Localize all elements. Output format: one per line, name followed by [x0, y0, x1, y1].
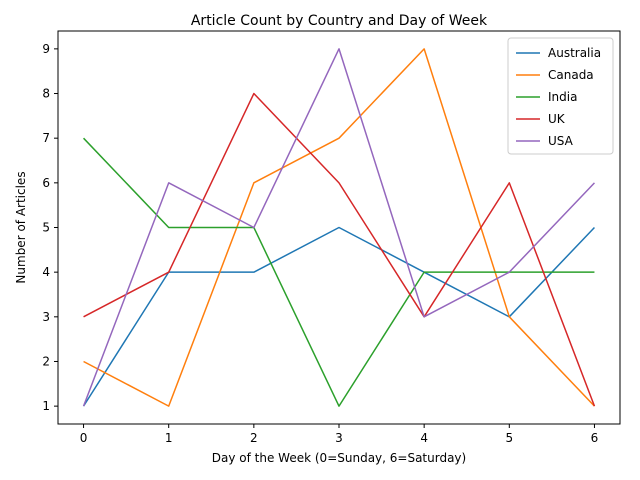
x-tick-label: 2 — [250, 431, 258, 445]
y-tick-label: 4 — [42, 265, 50, 279]
x-tick-label: 5 — [505, 431, 513, 445]
x-axis-title: Day of the Week (0=Sunday, 6=Saturday) — [212, 451, 466, 465]
legend-label: Canada — [548, 68, 594, 82]
series-line-india — [83, 137, 595, 407]
y-tick-label: 2 — [42, 354, 50, 368]
x-tick-label: 3 — [335, 431, 343, 445]
legend-label: Australia — [548, 46, 601, 60]
legend-box — [507, 37, 614, 155]
x-tick-label: 1 — [165, 431, 173, 445]
y-tick-label: 5 — [42, 221, 50, 235]
legend-label: USA — [548, 134, 574, 148]
legend: Australia Canada India UK USA — [507, 37, 614, 155]
y-axis-title: Number of Articles — [14, 171, 28, 283]
x-tick-label: 0 — [80, 431, 88, 445]
legend-label: India — [548, 90, 577, 104]
series-line-canada — [83, 48, 595, 407]
x-tick-label: 4 — [420, 431, 428, 445]
y-tick-label: 8 — [42, 87, 50, 101]
x-axis: 0 1 2 3 4 5 6 — [80, 424, 599, 445]
legend-label: UK — [548, 112, 566, 126]
y-tick-label: 6 — [42, 176, 50, 190]
series-line-usa — [82, 48, 595, 407]
x-tick-label: 6 — [591, 431, 599, 445]
series-line-uk — [83, 92, 596, 407]
y-tick-label: 7 — [42, 131, 50, 145]
y-tick-label: 9 — [42, 42, 50, 56]
chart-title: Article Count by Country and Day of Week — [191, 13, 488, 29]
y-axis: 1 2 3 4 5 6 7 8 9 — [42, 42, 58, 413]
y-tick-label: 1 — [42, 399, 50, 413]
plot-lines — [82, 48, 596, 407]
series-line-australia — [82, 226, 595, 407]
y-tick-label: 3 — [42, 310, 50, 324]
